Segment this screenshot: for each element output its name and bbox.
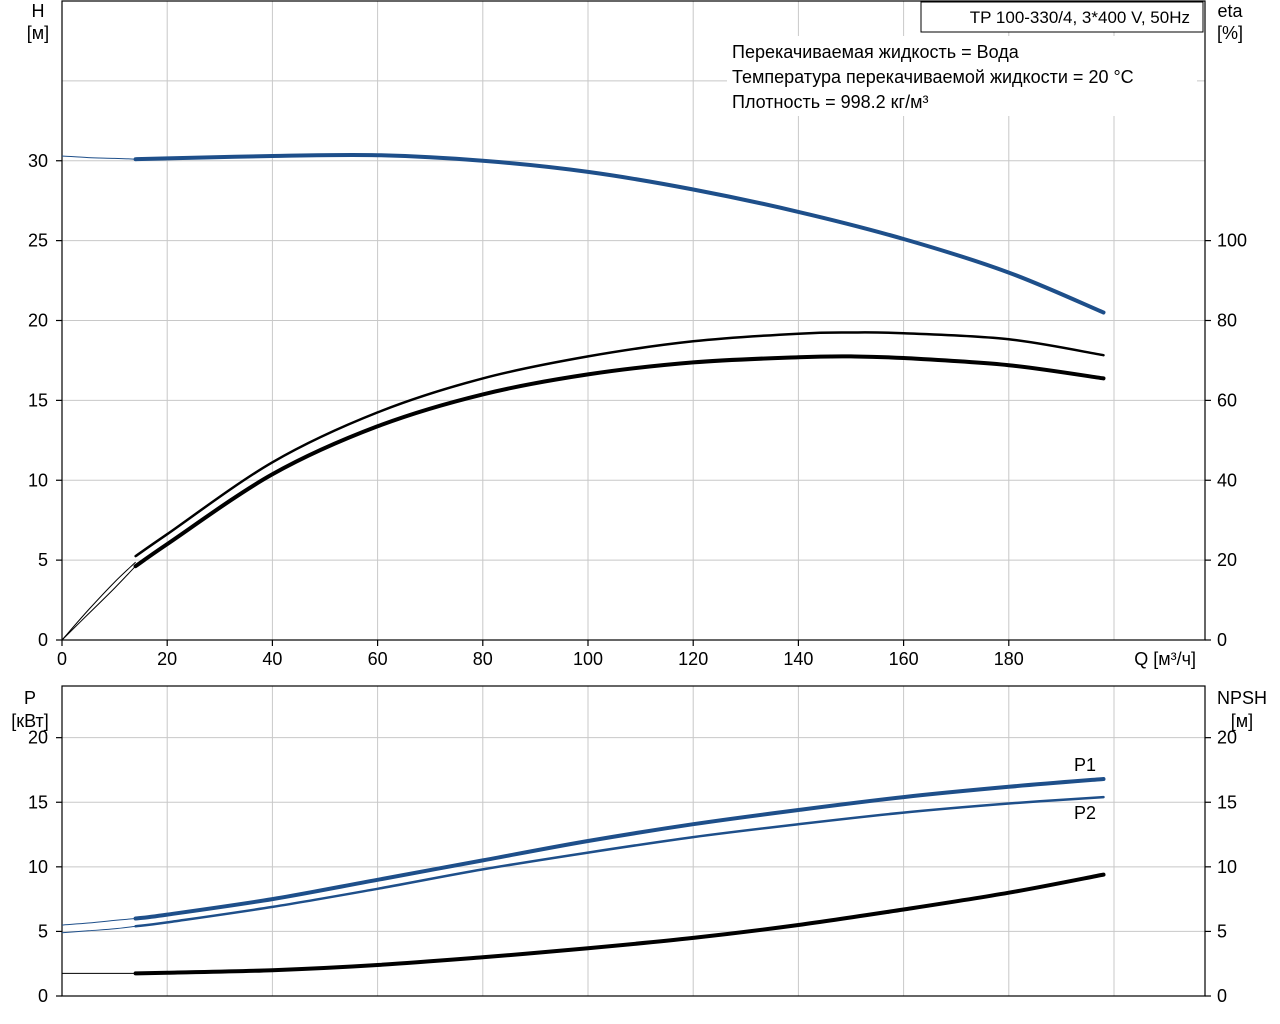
- eta-axis-tick-label: 20: [1217, 550, 1237, 570]
- npsh-curve: [133, 872, 1106, 976]
- q-axis-tick-label: 120: [678, 649, 708, 669]
- h-axis-tick-label: 15: [28, 390, 48, 410]
- eta-axis-tick-label: 80: [1217, 311, 1237, 331]
- q-axis-tick-label: 20: [157, 649, 177, 669]
- efficiency-total-extension: [61, 565, 136, 641]
- q-axis-tick-label: 80: [473, 649, 493, 669]
- power-p1-extension: [61, 918, 136, 926]
- q-axis-tick-label: 180: [994, 649, 1024, 669]
- eta-axis-tick-label: 40: [1217, 470, 1237, 490]
- h-axis-unit: [м]: [27, 23, 49, 43]
- p-axis-tick-label: 15: [28, 792, 48, 812]
- npsh-axis-tick-label: 10: [1217, 857, 1237, 877]
- head-extension: [61, 155, 136, 160]
- q-axis-tick-label: 60: [368, 649, 388, 669]
- p-axis-unit: [кВт]: [11, 711, 49, 731]
- info-line-1: Перекачиваемая жидкость = Вода: [732, 42, 1020, 62]
- p-axis-tick-label: 0: [38, 986, 48, 1006]
- h-axis-tick-label: 0: [38, 630, 48, 650]
- bottom-plot-frame: [61, 685, 1206, 997]
- h-axis-title: H: [32, 1, 45, 21]
- eta-axis-unit: [%]: [1217, 23, 1243, 43]
- efficiency-total-curve: [133, 354, 1106, 569]
- p-axis-tick-label: 20: [28, 728, 48, 748]
- h-axis-tick-label: 25: [28, 231, 48, 251]
- eta-axis-title: eta: [1217, 1, 1243, 21]
- h-axis-tick-label: 30: [28, 151, 48, 171]
- q-axis-tick-label: 100: [573, 649, 603, 669]
- eta-axis-tick-label: 100: [1217, 231, 1247, 251]
- npsh-axis-title: NPSH: [1217, 688, 1267, 708]
- q-axis-tick-label: 40: [262, 649, 282, 669]
- eta-axis-tick-label: 60: [1217, 390, 1237, 410]
- info-box-bg: [727, 36, 1197, 116]
- q-axis-label: Q [м³/ч]: [1134, 649, 1196, 669]
- npsh-axis-tick-label: 0: [1217, 986, 1227, 1006]
- power-p2-extension: [61, 925, 136, 934]
- h-axis-tick-label: 20: [28, 311, 48, 331]
- p-axis-title: P: [24, 688, 36, 708]
- npsh-axis-tick-label: 5: [1217, 921, 1227, 941]
- pump-label: TP 100-330/4, 3*400 V, 50Hz: [970, 8, 1190, 27]
- power-p2-curve: [134, 795, 1105, 928]
- p-axis-tick-label: 5: [38, 921, 48, 941]
- series-label-p1: P1: [1074, 755, 1096, 775]
- efficiency-pump-curve: [134, 331, 1105, 558]
- efficiency-pump-extension: [61, 561, 136, 641]
- pump-label-box: [920, 1, 1204, 33]
- p-axis-tick-label: 10: [28, 857, 48, 877]
- npsh-axis-unit: [м]: [1231, 711, 1253, 731]
- q-axis-tick-label: 0: [57, 649, 67, 669]
- info-line-3: Плотность = 998.2 кг/м³: [732, 92, 928, 112]
- npsh-axis-tick-label: 20: [1217, 728, 1237, 748]
- q-axis-tick-label: 160: [889, 649, 919, 669]
- power-p1-curve: [133, 777, 1106, 921]
- npsh-axis-tick-label: 15: [1217, 792, 1237, 812]
- h-axis-tick-label: 10: [28, 470, 48, 490]
- eta-axis-tick-label: 0: [1217, 630, 1227, 650]
- info-line-2: Температура перекачиваемой жидкости = 20…: [732, 67, 1134, 87]
- head-curve: [133, 152, 1106, 315]
- q-axis-tick-label: 140: [783, 649, 813, 669]
- series-label-p2: P2: [1074, 803, 1096, 823]
- h-axis-tick-label: 5: [38, 550, 48, 570]
